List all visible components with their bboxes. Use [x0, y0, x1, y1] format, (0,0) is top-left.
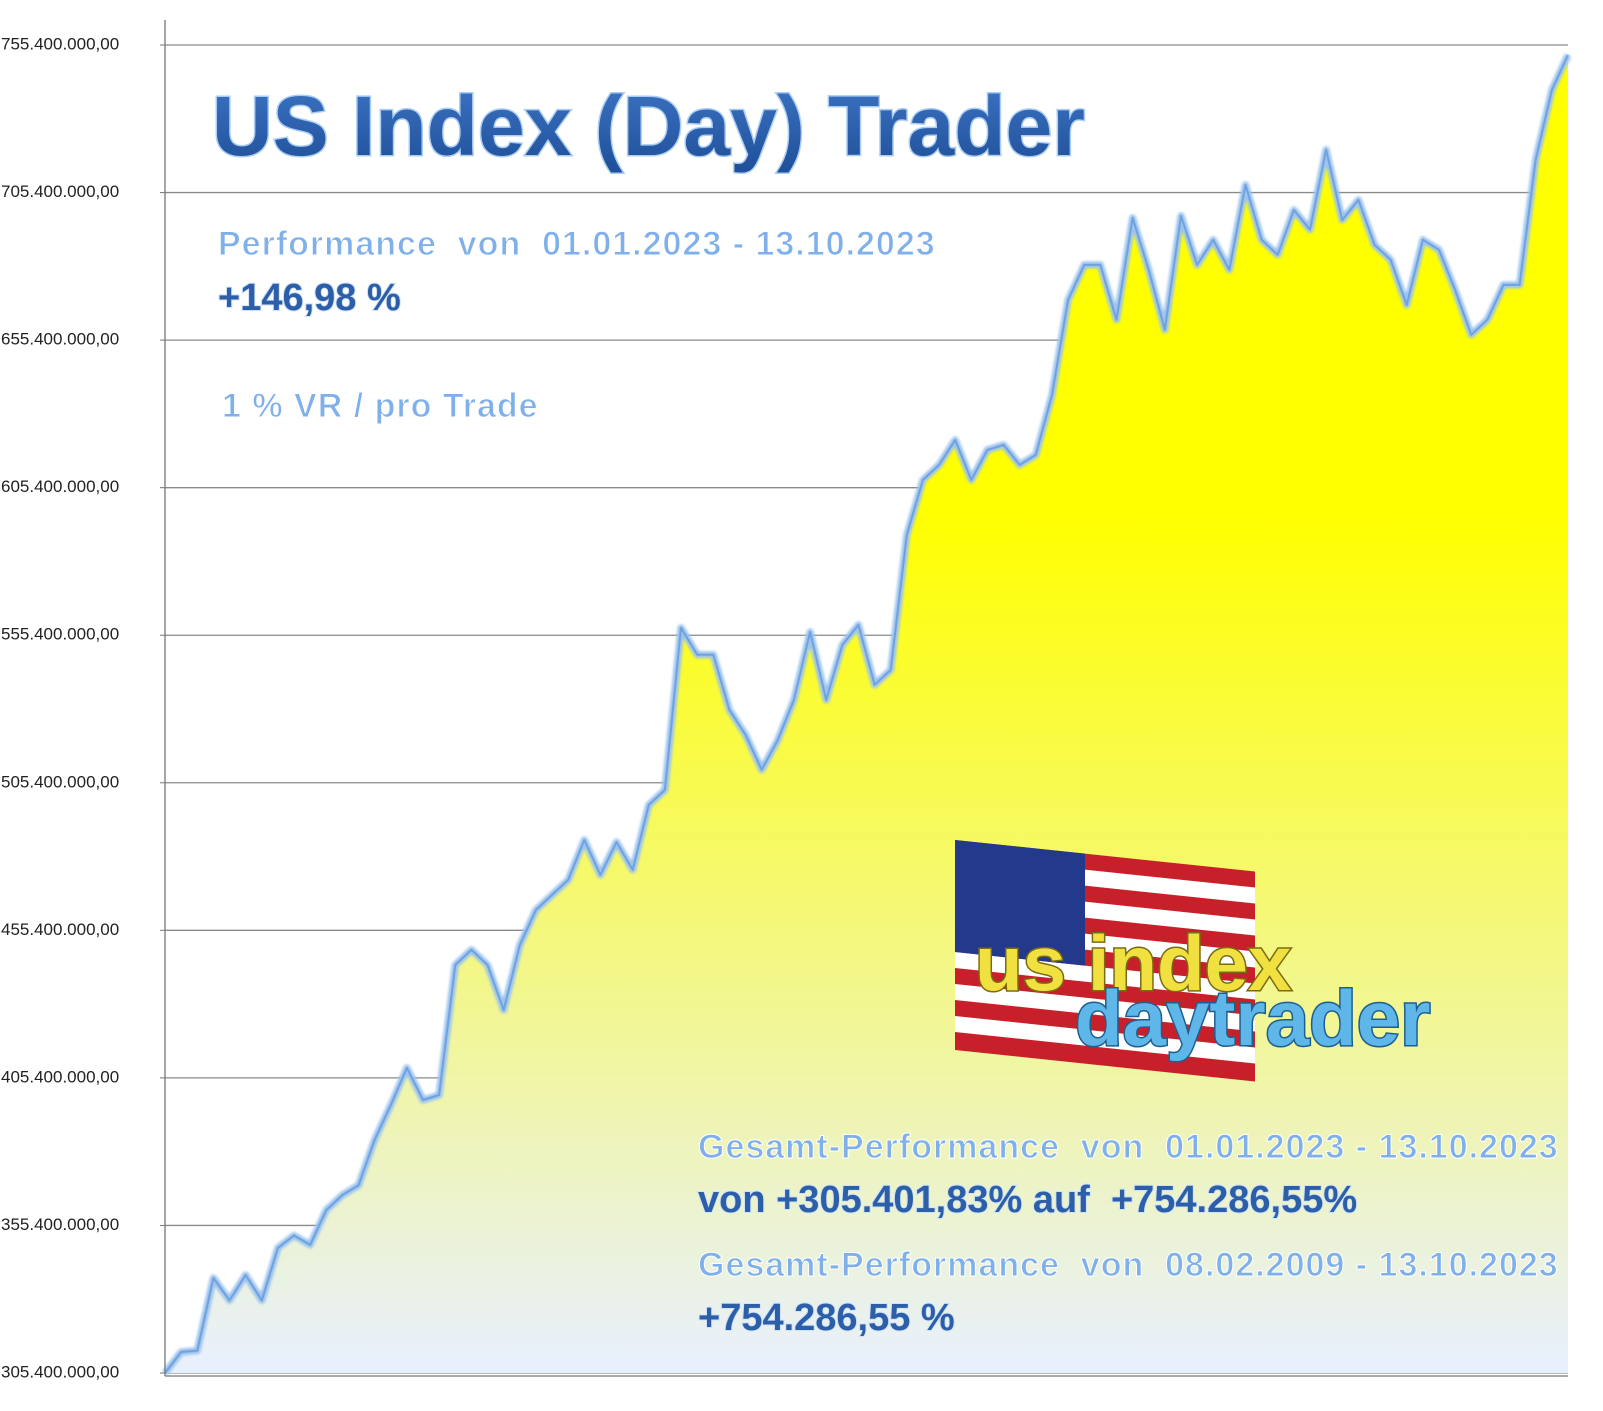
- flag-canton: [955, 840, 1085, 966]
- performance-value: +146,98 %: [218, 277, 401, 319]
- y-tick-label: 455.400.000,00: [1, 920, 119, 939]
- y-tick-label: 405.400.000,00: [1, 1067, 119, 1086]
- total-value: von +305.401,83% auf +754.286,55%: [698, 1179, 1357, 1221]
- total-label: Gesamt-Performance von 01.01.2023 - 13.1…: [698, 1128, 1559, 1166]
- y-tick-label: 505.400.000,00: [1, 772, 119, 791]
- flag: [955, 840, 1255, 1082]
- flag-stripe: [955, 952, 1255, 1000]
- y-tick-label: 755.400.000,00: [1, 34, 119, 53]
- performance-label: Performance von 01.01.2023 - 13.10.2023: [218, 225, 936, 263]
- y-ticks: 305.400.000,00 355.400.000,00 405.400.000,…: [1, 34, 165, 1381]
- total-value: +754.286,55 %: [698, 1297, 955, 1339]
- y-tick-label: 555.400.000,00: [1, 625, 119, 644]
- total-label: Gesamt-Performance von 08.02.2009 - 13.1…: [698, 1246, 1559, 1284]
- logo-text: us index: [975, 919, 1291, 1007]
- flag-stripe: [955, 984, 1255, 1032]
- risk-label: 1 % VR / pro Trade: [222, 387, 539, 425]
- logo-text: daytrader: [1075, 974, 1431, 1062]
- flag-stripe: [955, 1015, 1255, 1064]
- y-tick-label: 305.400.000,00: [1, 1362, 119, 1381]
- y-tick-label: 655.400.000,00: [1, 330, 119, 349]
- chart-title: US Index (Day) Trader: [212, 79, 1085, 173]
- line: [164, 54, 1569, 1374]
- y-tick-label: 355.400.000,00: [1, 1215, 119, 1234]
- logo: us index daytrader: [955, 840, 1432, 1082]
- y-tick-label: 605.400.000,00: [1, 477, 119, 496]
- y-tick-label: 705.400.000,00: [1, 182, 119, 201]
